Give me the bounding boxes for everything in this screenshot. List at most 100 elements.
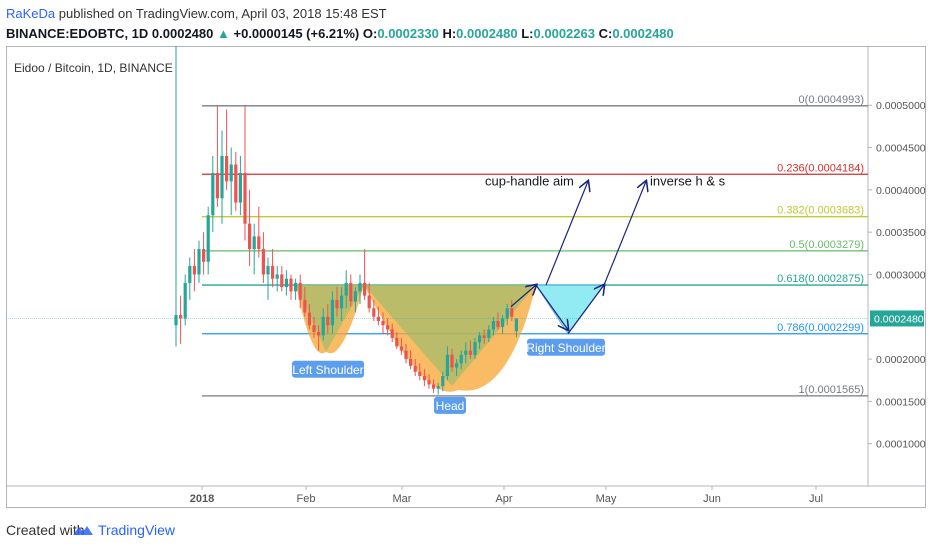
candle-body bbox=[349, 282, 353, 302]
y-tick-label: 0.0004500 bbox=[876, 143, 926, 155]
change-value: +0.0000145 (+6.21%) bbox=[233, 26, 360, 41]
projection-arrow-3[interactable] bbox=[535, 284, 568, 330]
head-label-bg bbox=[434, 396, 466, 414]
candle-body bbox=[427, 380, 431, 385]
candle-body bbox=[340, 295, 344, 309]
candle-body bbox=[505, 308, 509, 319]
candle-body bbox=[399, 346, 403, 351]
x-tick-label: Jul bbox=[809, 493, 823, 505]
candle-body bbox=[307, 312, 311, 326]
y-tick-label: 0.0001000 bbox=[876, 439, 926, 451]
x-tick-label: Jun bbox=[703, 493, 721, 505]
candle-body bbox=[468, 350, 472, 355]
cup-handle-aim-text: cup-handle aim bbox=[485, 174, 574, 189]
candle-body bbox=[390, 329, 394, 338]
left-shoulder-label: Left Shoulder bbox=[292, 363, 363, 377]
candle-body bbox=[514, 318, 518, 332]
projection-arrow-1[interactable] bbox=[510, 285, 536, 308]
chart-border bbox=[6, 46, 926, 508]
chart-frame[interactable]: Eidoo / Bitcoin, 1D, BINANCE 0(0.0004993… bbox=[6, 20, 926, 508]
candle-body bbox=[261, 249, 265, 275]
candle-body bbox=[317, 332, 321, 336]
tradingview-logo-icon bbox=[73, 526, 93, 535]
last-price-badge-label: 0.0002480 bbox=[874, 313, 924, 325]
fib-label-0.786: 0.786(0.0002299) bbox=[777, 322, 864, 334]
candle-body bbox=[188, 266, 192, 283]
candle-body bbox=[321, 316, 325, 336]
candle-body bbox=[478, 335, 482, 343]
candle-body bbox=[459, 354, 463, 364]
candle-body bbox=[248, 223, 252, 250]
candle-body bbox=[197, 249, 201, 275]
fib-label-0.382: 0.382(0.0003683) bbox=[777, 205, 864, 217]
candle-body bbox=[330, 299, 334, 326]
candle-body bbox=[404, 350, 408, 360]
candles bbox=[6, 20, 868, 395]
y-tick-label: 0.0005000 bbox=[876, 100, 926, 112]
pattern-drawings[interactable] bbox=[296, 284, 605, 392]
candle-body bbox=[473, 342, 477, 355]
candle-body bbox=[179, 315, 183, 319]
candle-body bbox=[229, 164, 233, 182]
x-tick-label: Mar bbox=[393, 493, 412, 505]
candle-body bbox=[275, 274, 279, 279]
candle-body bbox=[376, 316, 380, 321]
candle-body bbox=[413, 365, 417, 372]
x-tick-label: May bbox=[596, 493, 617, 505]
candle-body bbox=[491, 321, 495, 330]
tradingview-link[interactable]: TradingView bbox=[98, 522, 176, 538]
candle-body bbox=[501, 318, 505, 327]
candle-body bbox=[496, 321, 500, 327]
candle-body bbox=[303, 299, 307, 313]
candle-body bbox=[487, 329, 491, 338]
x-tick-label: 2018 bbox=[190, 493, 214, 505]
right-shoulder-label-bg bbox=[527, 338, 605, 356]
projection-arrow-4[interactable] bbox=[567, 285, 604, 335]
candle-body bbox=[211, 172, 215, 216]
y-tick-label: 0.0004000 bbox=[876, 185, 926, 197]
candle-body bbox=[238, 172, 242, 203]
y-tick-label: 0.0002000 bbox=[876, 354, 926, 366]
candle-body bbox=[445, 354, 449, 376]
open-value: 0.0002330 bbox=[377, 26, 439, 41]
published-text: published on TradingView.com, April 03, … bbox=[55, 6, 387, 21]
open-label: O: bbox=[362, 26, 378, 41]
candle-body bbox=[418, 371, 422, 376]
candle-body bbox=[455, 363, 459, 368]
price-axis[interactable]: 0.0005000 0.0004500 0.0004000 0.0003500 0.00… bbox=[868, 100, 926, 451]
fib-label-0: 0(0.0004993) bbox=[799, 94, 864, 106]
time-axis[interactable]: 2018 Feb Mar Apr May Jun Jul bbox=[190, 486, 823, 505]
low-value: 0.0002263 bbox=[533, 26, 595, 41]
candle-body bbox=[312, 325, 316, 332]
candle-body bbox=[422, 376, 426, 381]
candle-body bbox=[358, 282, 362, 292]
candle-body bbox=[234, 164, 238, 203]
candle-body bbox=[381, 321, 385, 326]
candle-body bbox=[252, 236, 256, 250]
candle-body bbox=[395, 337, 399, 347]
footer: Created with TradingView bbox=[0, 510, 932, 550]
projection-arrow-5[interactable] bbox=[603, 181, 646, 286]
author-link[interactable]: RaKeDa bbox=[6, 6, 56, 21]
candle-body bbox=[450, 354, 454, 368]
y-tick-label: 0.0001500 bbox=[876, 396, 926, 408]
projection-arrow-2[interactable] bbox=[545, 181, 588, 286]
candle-body bbox=[257, 236, 261, 250]
projection-arrows[interactable] bbox=[510, 181, 646, 335]
candle-body bbox=[353, 291, 357, 302]
candle-body bbox=[436, 386, 440, 389]
symbol-label: BINANCE:EDOBTC, 1D bbox=[6, 26, 149, 41]
candle-body bbox=[432, 384, 436, 389]
high-label: H: bbox=[442, 26, 457, 41]
fib-label-0.236: 0.236(0.0004184) bbox=[777, 162, 864, 174]
chart-header: RaKeDa published on TradingView.com, Apr… bbox=[0, 0, 932, 46]
candle-body bbox=[215, 172, 219, 199]
candle-body bbox=[464, 350, 468, 355]
head-label: Head bbox=[436, 399, 465, 413]
x-tick-label: Feb bbox=[297, 493, 316, 505]
candle-body bbox=[510, 308, 514, 317]
candle-body bbox=[225, 156, 229, 182]
price-chart[interactable]: Eidoo / Bitcoin, 1D, BINANCE 0(0.0004993… bbox=[6, 20, 926, 508]
created-with-text: Created with bbox=[6, 522, 85, 538]
candle-body bbox=[367, 295, 371, 309]
